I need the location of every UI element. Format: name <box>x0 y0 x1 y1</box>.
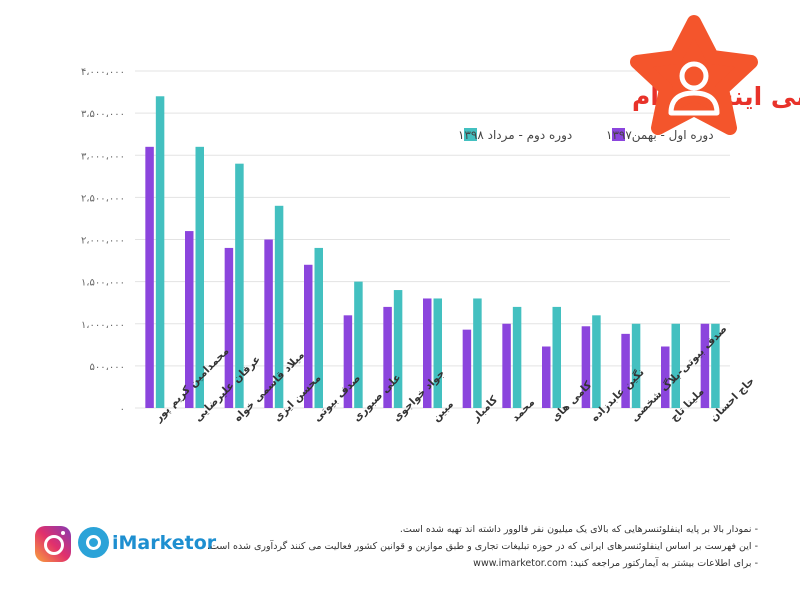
instagram-icon <box>35 526 71 562</box>
bar-period-2 <box>552 306 561 408</box>
footer-note: - این فهرست بر اساس اینفلوئنسرهای ایرانی… <box>207 541 758 552</box>
bar-period-1 <box>304 264 313 408</box>
bar-period-2 <box>393 290 403 408</box>
bar-period-1 <box>661 346 670 408</box>
y-axis: ۰ ۵۰۰،۰۰۰ ۱،۰۰۰،۰۰۰ ۱،۵۰۰،۰۰۰ ۲،۰۰۰،۰۰۰ ۲،۵۰۰… <box>81 67 125 415</box>
bar-period-2 <box>195 146 204 408</box>
bar-period-1 <box>145 146 154 408</box>
bar-period-1 <box>423 298 432 408</box>
bar-period-2 <box>155 96 165 409</box>
bar-period-2 <box>433 298 442 408</box>
bar-period-1 <box>621 333 630 408</box>
bar-period-1 <box>383 306 392 408</box>
bar-period-1 <box>502 323 511 408</box>
legend-label-period-1: دوره اول - بهمن۱۳۹۷ <box>606 128 714 143</box>
legend-swatch-period-1 <box>612 128 625 141</box>
bar-period-1 <box>581 326 591 408</box>
y-tick-label: ۱،۰۰۰،۰۰۰ <box>81 320 125 331</box>
y-tick-label: ۲،۰۰۰،۰۰۰ <box>81 236 125 247</box>
bar-period-1 <box>700 323 710 408</box>
y-tick-label: ۰ <box>120 404 125 415</box>
footer-notes: - نمودار بالا بر پایه اینفلوئنسرهایی که … <box>198 521 758 572</box>
bar-period-1 <box>185 231 194 408</box>
legend-swatch-period-2 <box>464 128 477 141</box>
bar-period-2 <box>512 306 522 408</box>
y-tick-label: ۳،۵۰۰،۰۰۰ <box>81 109 125 120</box>
legend-label-period-2: دوره دوم - مرداد ۱۳۹۸ <box>458 128 572 143</box>
bar-period-2 <box>354 281 363 408</box>
bar-period-2 <box>671 323 680 408</box>
y-tick-label: ۳،۰۰۰،۰۰۰ <box>81 151 125 162</box>
bar-period-1 <box>264 239 273 408</box>
bar-period-1 <box>224 247 234 408</box>
chart-gridlines <box>135 70 730 409</box>
star-person-icon <box>630 15 758 135</box>
bar-period-1 <box>542 346 551 408</box>
chart-bars <box>145 96 720 409</box>
footer-note: - نمودار بالا بر پایه اینفلوئنسرهایی که … <box>399 524 758 535</box>
bar-period-2 <box>235 163 244 408</box>
bar-period-2 <box>711 323 720 408</box>
y-tick-label: ۵۰۰،۰۰۰ <box>90 362 125 373</box>
y-tick-label: ۱،۵۰۰،۰۰۰ <box>81 278 125 289</box>
bar-period-2 <box>473 298 482 408</box>
bar-period-2 <box>314 247 323 408</box>
bar-period-2 <box>274 205 284 408</box>
bar-period-2 <box>631 323 641 408</box>
imarketor-eye-icon <box>78 527 109 558</box>
brand-name: iMarketor <box>112 532 217 554</box>
legend: دوره اول - بهمن۱۳۹۷ دوره دوم - مرداد ۱۳۹… <box>458 128 714 143</box>
y-tick-label: ۴،۰۰۰،۰۰۰ <box>81 67 125 78</box>
bar-period-1 <box>462 329 472 408</box>
bar-period-2 <box>592 315 601 408</box>
bar-period-1 <box>343 315 353 408</box>
y-tick-label: ۲،۵۰۰،۰۰۰ <box>81 193 125 204</box>
footer-note: - برای اطلاعات بیشتر به آیمارکتور مراجعه… <box>473 558 758 569</box>
